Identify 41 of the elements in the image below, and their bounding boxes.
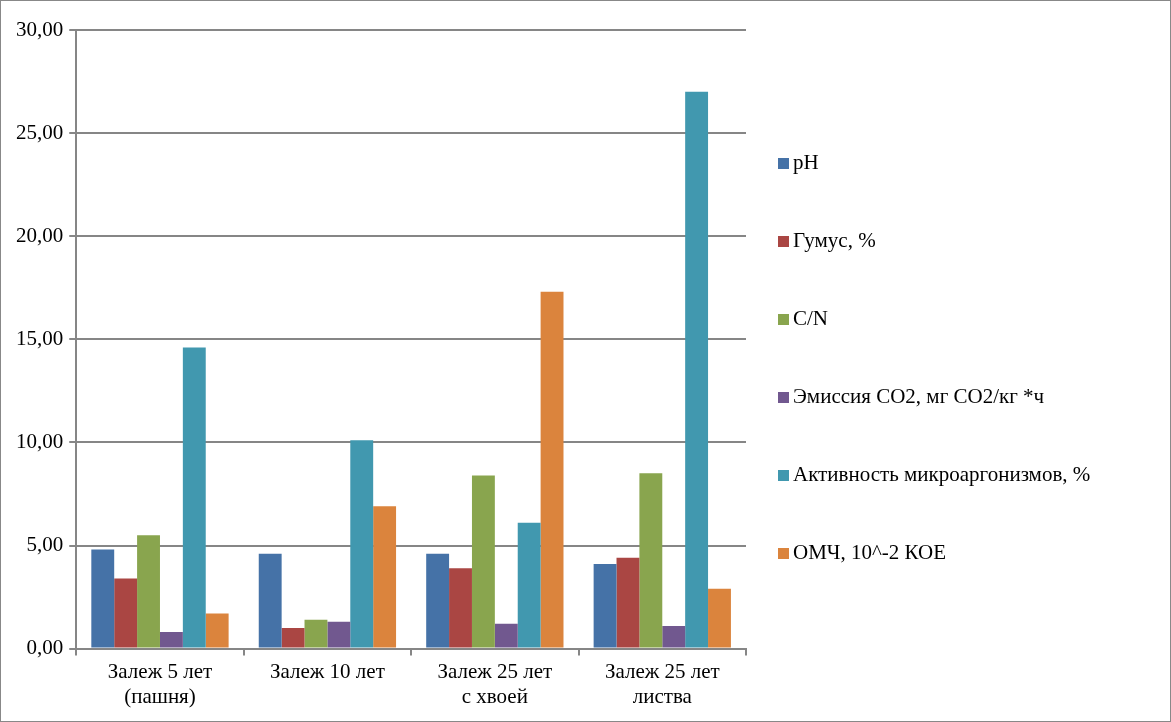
y-tick-label: 15,00 [16,325,64,350]
bar [159,632,183,648]
x-tick-label: Залеж 25 лет листва [604,658,720,708]
bar [471,475,495,648]
bar [616,557,640,648]
bar [449,568,472,648]
bar [114,578,138,648]
bar [327,621,351,648]
bar [182,347,206,648]
legend-label: ОМЧ, 10^-2 КОЕ [793,540,947,565]
y-tick-label: 20,00 [16,222,64,247]
bar [639,473,663,648]
legend-label: C/N [793,306,829,331]
bar [350,440,374,648]
bar [137,535,160,648]
bar [304,619,328,648]
bar [662,625,686,648]
legend-label: Эмиссия CO2, мг CO2/кг *ч [793,384,1045,409]
y-tick-label: 10,00 [16,428,64,453]
bar [685,91,709,648]
y-tick-label: 5,00 [26,532,64,557]
x-tick-label: Залеж 10 лет [269,658,385,683]
legend-label: pH [793,150,819,175]
bar [258,553,282,648]
bar [205,613,229,648]
bar [281,627,305,648]
y-tick-label: 0,00 [26,635,64,660]
legend-label: Гумус, % [793,228,876,253]
legend-label: Активность микроаргонизмов, % [793,462,1091,487]
bar [91,549,115,648]
y-tick-label: 30,00 [16,16,64,41]
bar [517,522,541,648]
bar [540,291,564,648]
x-tick-label: Залеж 25 лет с хвоей [437,658,553,708]
bar [593,564,617,648]
x-tick-label: Залеж 5 лет (пашня) [107,658,213,708]
bar [708,588,731,648]
bar [426,553,450,648]
bar [494,623,518,648]
y-tick-label: 25,00 [16,119,64,144]
bar [373,506,397,648]
